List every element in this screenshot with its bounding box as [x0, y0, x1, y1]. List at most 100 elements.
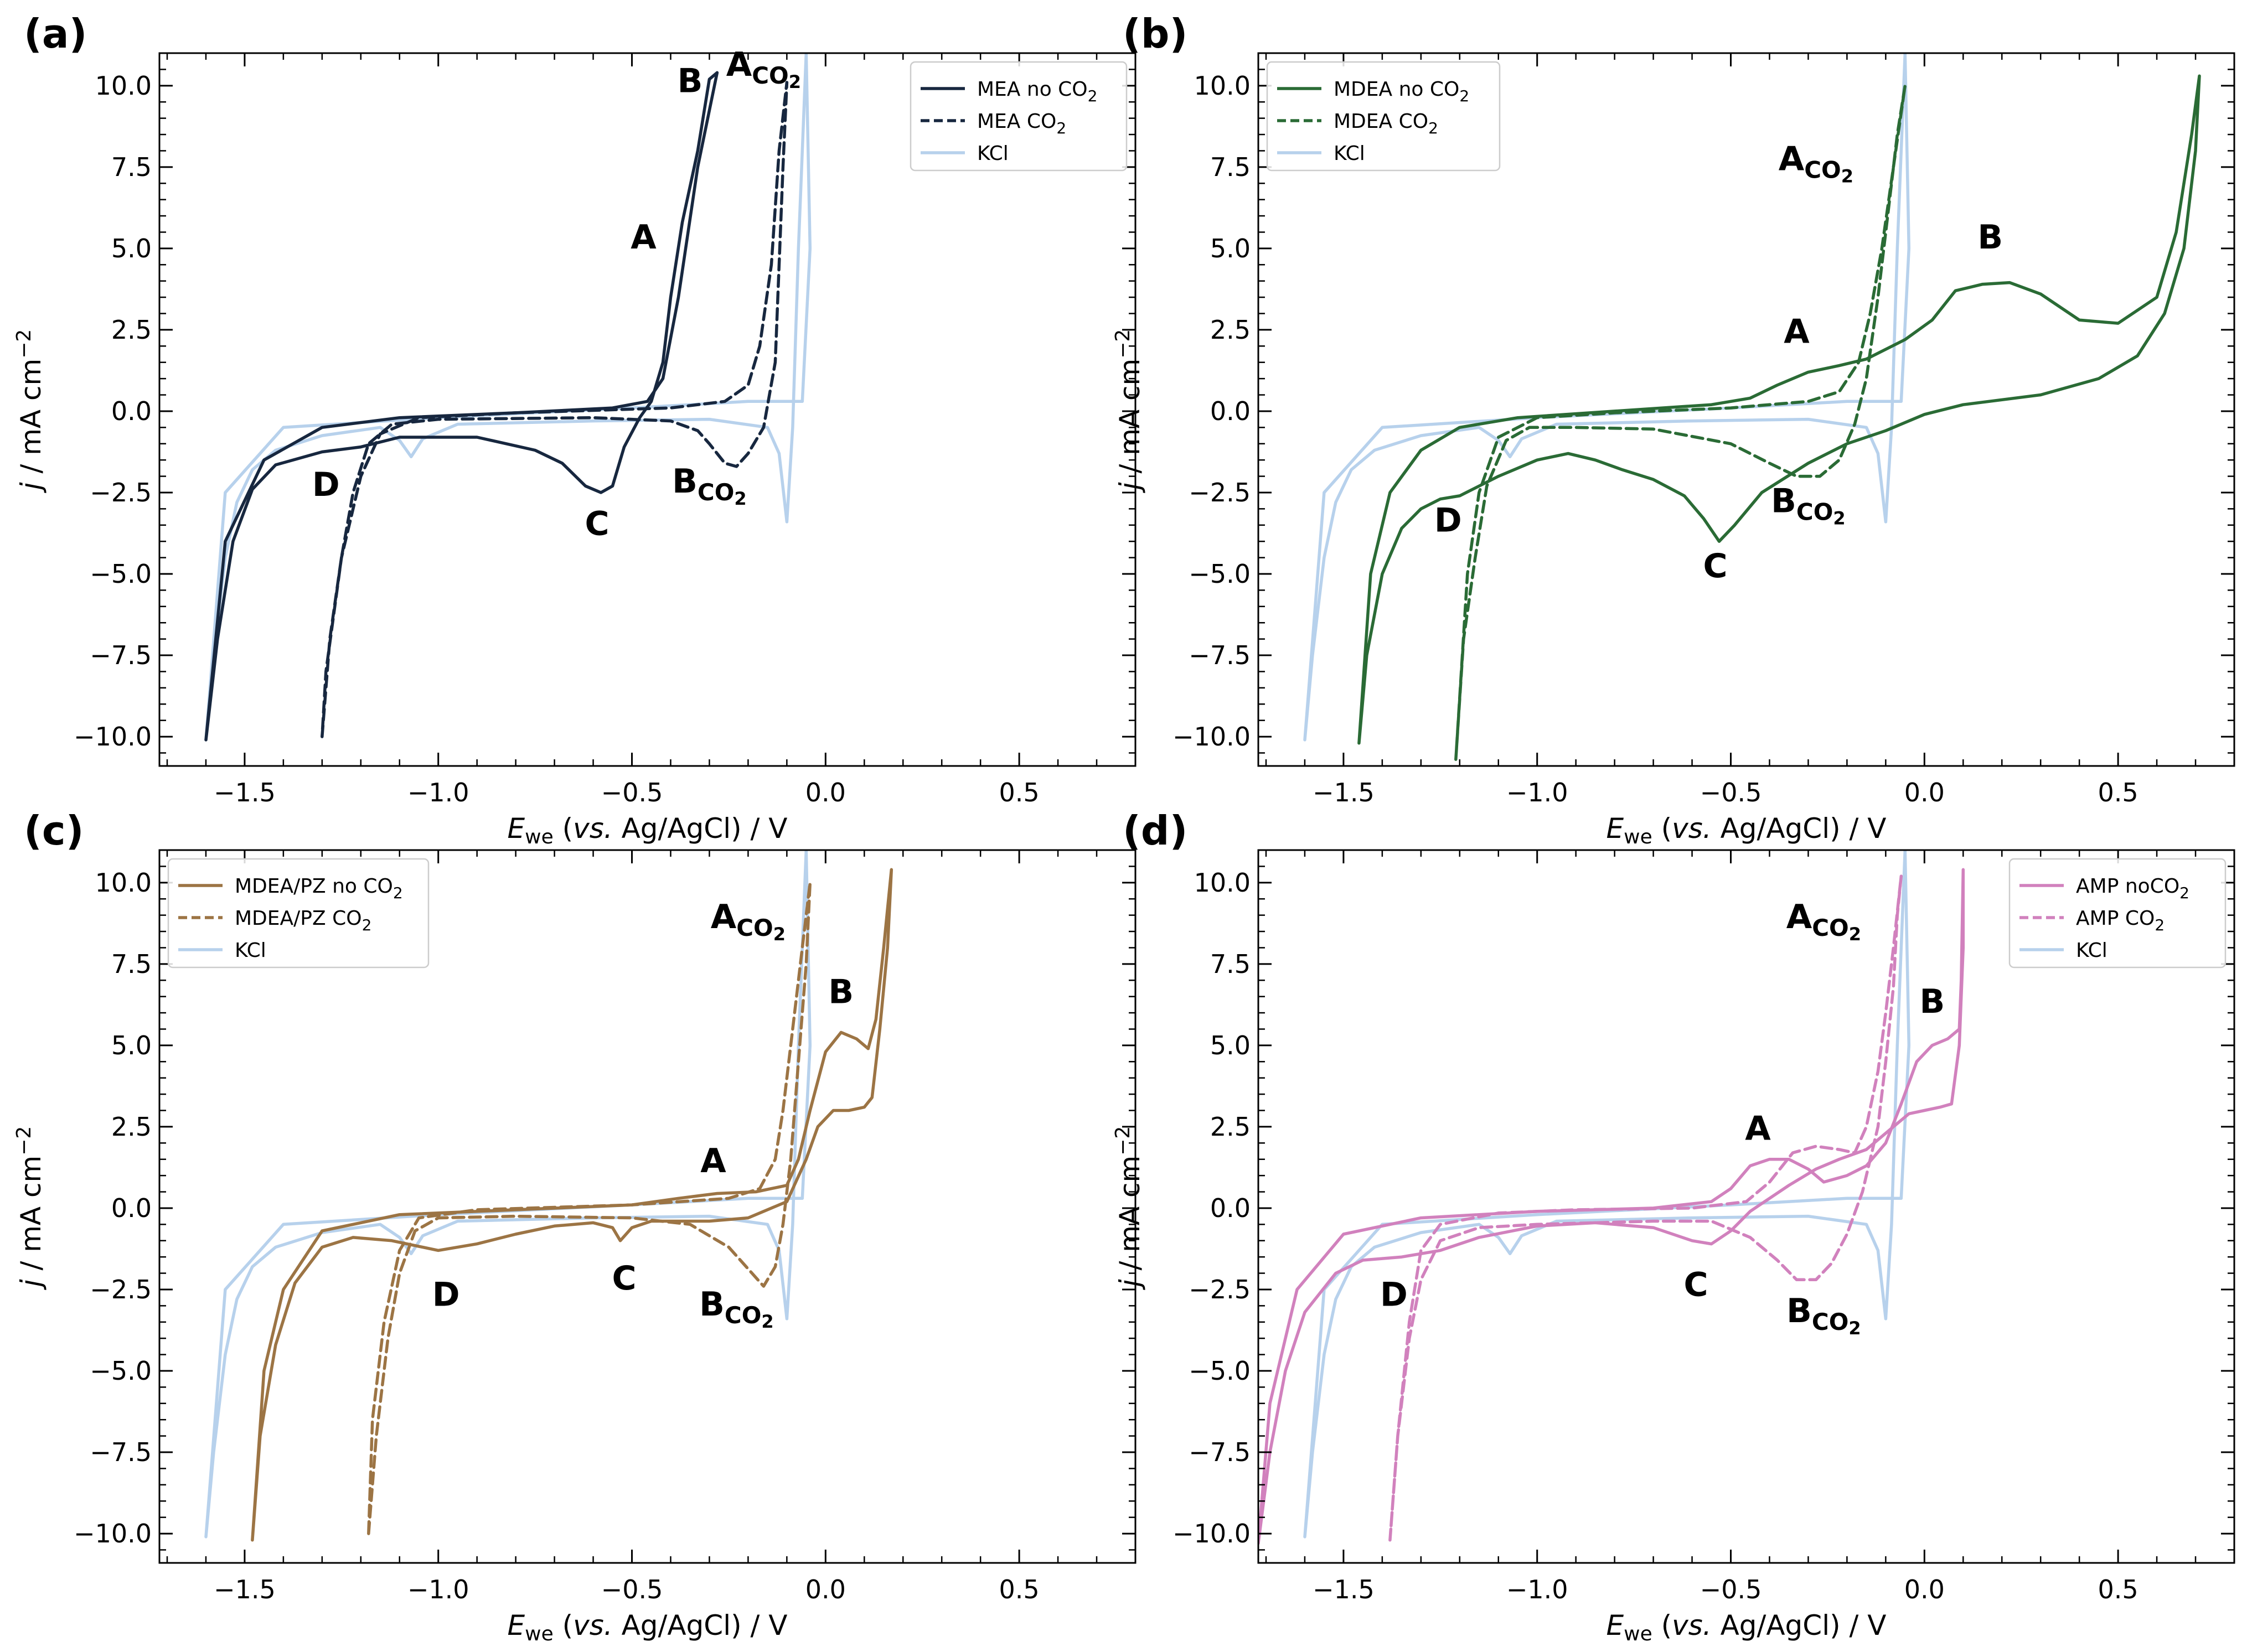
legend-label: MDEA CO2 [1334, 110, 1438, 137]
y-tick-label: 5.0 [1210, 234, 1251, 263]
x-tick-label: −0.5 [601, 1575, 663, 1604]
y-tick-label: 0.0 [111, 396, 152, 426]
y-tick-label: −2.5 [90, 1275, 152, 1304]
annotation-a: ACO2 [711, 898, 786, 945]
y-tick-label: 10.0 [1194, 868, 1251, 898]
legend-label: KCl [1334, 142, 1365, 165]
annotation-a: A [1784, 312, 1810, 351]
legend-label: MEA CO2 [977, 110, 1066, 137]
legend: MEA no CO2 MEA CO2 KCl [910, 61, 1128, 172]
y-tick-label: 0.0 [111, 1193, 152, 1223]
x-tick-label: 0.0 [805, 1575, 846, 1604]
legend-label: MDEA no CO2 [1334, 78, 1469, 105]
annotation-c: C [585, 504, 609, 543]
x-tick-label: −1.5 [1313, 778, 1375, 807]
x-tick-label: 0.5 [999, 778, 1040, 807]
legend-label: MDEA/PZ no CO2 [235, 875, 403, 902]
y-tick-label: 2.5 [111, 1112, 152, 1142]
y-axis-label: j / mA cm−2 [13, 1126, 47, 1291]
legend: AMP noCO2 AMP CO2 KCl [2008, 858, 2227, 969]
y-tick-label: −7.5 [1189, 640, 1251, 670]
series-line-1 [251, 868, 893, 1542]
y-tick-label: 0.0 [1210, 396, 1251, 426]
series-line-0 [1303, 53, 1911, 742]
series-line-1 [1258, 868, 1965, 1545]
legend-box [1266, 61, 1501, 172]
panel-label: (c) [24, 807, 84, 854]
plot-frame [1257, 849, 2235, 1564]
x-tick-label: 0.5 [2098, 778, 2138, 807]
y-tick-label: 10.0 [1194, 71, 1251, 101]
y-tick-label: 5.0 [111, 234, 152, 263]
x-axis-label: Ewe (vs. Ag/AgCl) / V [508, 812, 788, 848]
annotation-d: D [312, 465, 340, 504]
x-tick-label: 0.0 [805, 778, 846, 807]
plot-frame [158, 849, 1137, 1564]
annotation-c: C [1684, 1266, 1708, 1304]
y-tick-label: −5.0 [90, 1356, 152, 1386]
annotation-c: C [1703, 547, 1728, 586]
y-tick-label: 7.5 [1210, 152, 1251, 182]
series-line-2 [1454, 84, 1907, 761]
y-tick-label: −7.5 [90, 640, 152, 670]
x-tick-label: −0.5 [601, 778, 663, 807]
y-tick-label: −5.0 [1189, 559, 1251, 589]
annotation-a: ACO2 [1779, 140, 1853, 187]
x-tick-label: −1.5 [1313, 1575, 1375, 1604]
legend-label: AMP CO2 [2076, 907, 2165, 934]
x-tick-label: −0.5 [1700, 1575, 1762, 1604]
y-tick-label: −10.0 [74, 1519, 152, 1549]
x-tick-label: −1.0 [407, 778, 469, 807]
y-tick-label: −2.5 [1189, 1275, 1251, 1304]
y-axis-label: j / mA cm−2 [1112, 329, 1146, 494]
plot-frame [158, 52, 1137, 767]
legend-label: MDEA/PZ CO2 [235, 907, 371, 934]
x-tick-label: 0.5 [2098, 1575, 2138, 1604]
annotation-a: ACO2 [1786, 898, 1861, 945]
x-tick-label: −0.5 [1700, 778, 1762, 807]
series-line-1 [1357, 74, 2201, 745]
y-tick-label: 10.0 [95, 868, 152, 898]
annotation-c: C [612, 1259, 637, 1298]
y-tick-label: −2.5 [1189, 478, 1251, 507]
y-tick-label: −7.5 [90, 1437, 152, 1467]
annotation-a: ACO2 [726, 45, 801, 92]
annotation-b: BCO2 [1786, 1292, 1861, 1339]
series-line-2 [367, 881, 812, 1535]
y-tick-label: −10.0 [1172, 1519, 1251, 1549]
legend-label: KCl [977, 142, 1009, 165]
legend: MDEA/PZ no CO2 MDEA/PZ CO2 KCl [167, 858, 430, 969]
panel-c: −1.5 −1.0 −0.5 0.0 0.5 10.0 7.5 5.0 2.5 0.0 −2.5 −5… [13, 807, 1137, 1645]
x-axis-label: Ewe (vs. Ag/AgCl) / V [1607, 1609, 1887, 1645]
series-group [204, 850, 893, 1542]
x-tick-label: 0.0 [1904, 1575, 1945, 1604]
annotation-b: BCO2 [1771, 481, 1846, 529]
panel-label: (d) [1123, 807, 1187, 854]
series-line-2 [321, 81, 789, 738]
series-group [1258, 850, 1965, 1545]
series-line-2 [1388, 874, 1903, 1542]
annotation-b: BCO2 [672, 462, 747, 509]
legend-label: KCl [2076, 939, 2107, 962]
annotation-d: D [432, 1275, 460, 1314]
x-tick-label: −1.5 [214, 1575, 276, 1604]
x-tick-label: −1.0 [1506, 1575, 1568, 1604]
annotation-a: A [631, 218, 657, 257]
series-group [1303, 53, 2201, 761]
panel-label: (b) [1123, 11, 1187, 57]
panel-d: −1.5 −1.0 −0.5 0.0 0.5 10.0 7.5 5.0 2.5 0.0 −2.5 −5… [1112, 807, 2235, 1645]
y-tick-label: 7.5 [1210, 949, 1251, 979]
y-tick-label: 0.0 [1210, 1193, 1251, 1223]
annotation-a: A [1745, 1109, 1771, 1148]
annotation-b: B [828, 972, 854, 1011]
x-axis-label: Ewe (vs. Ag/AgCl) / V [1607, 812, 1887, 848]
legend: MDEA no CO2 MDEA CO2 KCl [1266, 61, 1501, 172]
y-tick-label: 10.0 [95, 71, 152, 101]
series-line-0 [204, 850, 812, 1539]
y-tick-label: −10.0 [74, 722, 152, 752]
x-axis-label: Ewe (vs. Ag/AgCl) / V [508, 1609, 788, 1645]
y-tick-label: 5.0 [1210, 1030, 1251, 1060]
annotation-b: B [1919, 982, 1945, 1021]
y-tick-label: −10.0 [1172, 722, 1251, 752]
